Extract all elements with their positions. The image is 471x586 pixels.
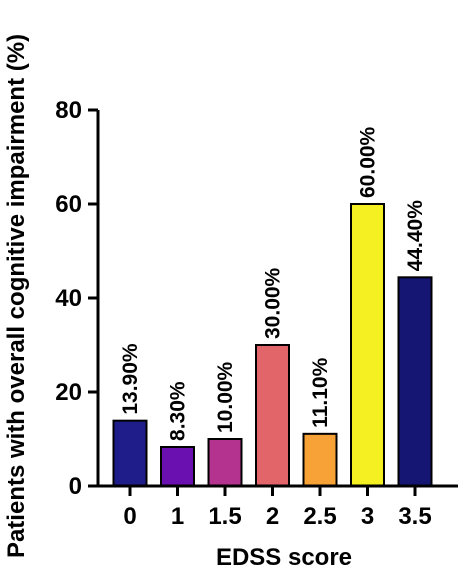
y-ticks: 0 20 40 60 80 [55,97,98,500]
x-axis-title: EDSS score [216,544,352,571]
bar-1.5 [207,438,243,487]
bar-1 [160,445,195,487]
x-tick-label: 2 [266,503,279,530]
data-label: 30.00% [262,267,285,339]
x-tick-label: 1 [171,503,184,530]
x-tick-label: 3.5 [398,503,431,530]
data-label: 11.10% [309,357,332,427]
data-label: 10.00% [214,361,237,433]
bar-3 [350,203,385,487]
y-tick-label: 20 [55,379,82,406]
x-tick-label: 1.5 [208,503,241,530]
data-label: 60.00% [357,126,380,198]
data-labels: 13.90% 8.30% 10.00% 30.00% 11.10% 60.00% 44.40… [119,126,427,441]
x-tick-label: 0 [123,503,136,530]
y-tick-label: 60 [55,191,82,218]
x-tick-label: 3 [361,503,374,530]
y-tick-label: 0 [69,473,82,500]
y-tick-label: 80 [55,97,82,124]
bar-0 [112,419,148,488]
data-label: 44.40% [404,200,427,272]
y-tick-label: 40 [55,285,82,312]
bars [112,203,433,488]
bar-2 [255,344,290,487]
data-label: 8.30% [167,381,190,441]
y-axis-title: Patients with overall cognitive impairme… [3,34,30,558]
x-ticks: 0 1 1.5 2 2.5 3 3.5 [123,486,432,530]
x-tick-label: 2.5 [303,503,336,530]
data-label: 13.90% [119,343,142,415]
bar-2.5 [302,432,338,487]
bar-3.5 [397,276,433,487]
